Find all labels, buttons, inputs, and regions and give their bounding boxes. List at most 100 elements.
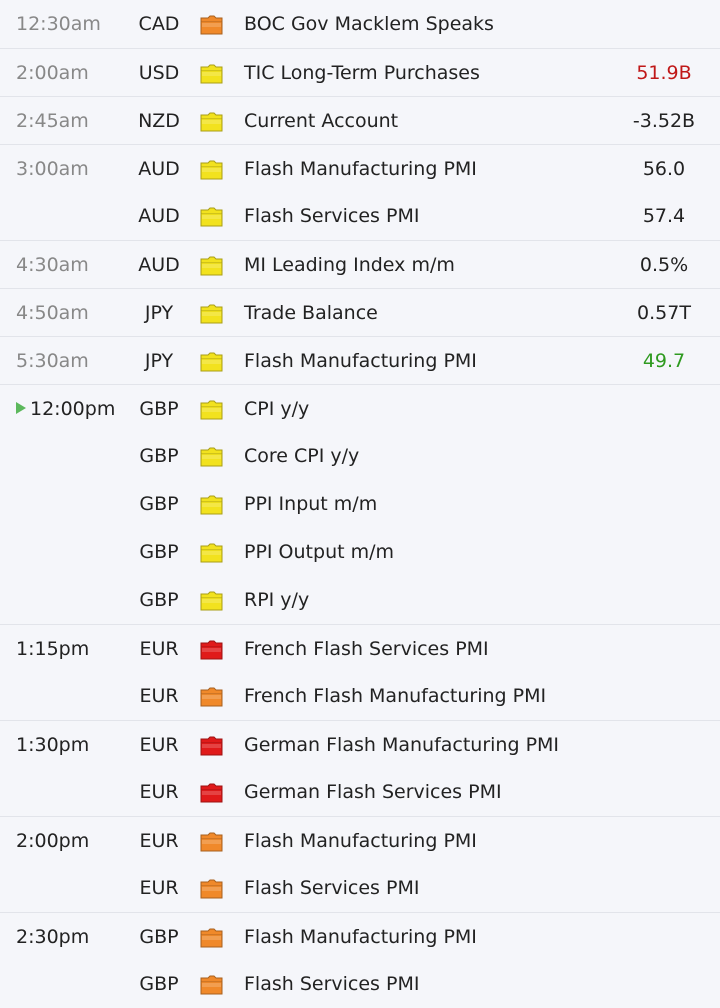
now-marker-icon (16, 402, 26, 414)
calendar-row[interactable]: AUD Flash Services PMI 57.4 (0, 192, 720, 240)
event-time: 3:00am (16, 158, 89, 180)
impact-folder-icon[interactable] (200, 15, 223, 35)
calendar-row[interactable]: GBP PPI Output m/m (0, 528, 720, 576)
impact-folder-icon[interactable] (200, 112, 223, 132)
calendar-row[interactable]: 1:15pm EUR French Flash Services PMI (0, 624, 720, 672)
event-actual (612, 625, 716, 673)
calendar-row[interactable]: EUR Flash Services PMI (0, 864, 720, 912)
event-actual: -3.52B (632, 110, 696, 132)
event-title[interactable]: Current Account (244, 110, 399, 132)
calendar-row[interactable]: 4:30am AUD MI Leading Index m/m 0.5% (0, 240, 720, 288)
calendar-row[interactable]: 5:30am JPY Flash Manufacturing PMI 49.7 (0, 336, 720, 384)
event-currency: JPY (144, 350, 174, 372)
calendar-row[interactable]: GBP Flash Services PMI (0, 960, 720, 1008)
calendar-row[interactable]: 2:30pm GBP Flash Manufacturing PMI (0, 912, 720, 960)
event-title[interactable]: MI Leading Index m/m (244, 254, 455, 276)
impact-folder-icon[interactable] (200, 832, 223, 852)
event-title[interactable]: German Flash Services PMI (244, 781, 502, 803)
impact-folder-icon[interactable] (200, 352, 223, 372)
event-currency: GBP (139, 398, 179, 420)
calendar-row[interactable]: GBP PPI Input m/m (0, 480, 720, 528)
event-actual (612, 0, 716, 48)
event-currency: GBP (139, 541, 179, 563)
calendar-row[interactable]: 2:00pm EUR Flash Manufacturing PMI (0, 816, 720, 864)
event-title[interactable]: Trade Balance (244, 302, 378, 324)
event-currency: EUR (139, 685, 179, 707)
calendar-row[interactable]: EUR French Flash Manufacturing PMI (0, 672, 720, 720)
event-title[interactable]: Flash Manufacturing PMI (244, 830, 477, 852)
event-actual (612, 480, 716, 528)
event-time: 4:30am (16, 254, 89, 276)
event-time: 2:30pm (16, 926, 90, 948)
event-currency: GBP (139, 445, 179, 467)
event-title[interactable]: Flash Services PMI (244, 205, 420, 227)
event-time: 5:30am (16, 350, 89, 372)
calendar-row[interactable]: GBP Core CPI y/y (0, 432, 720, 480)
event-currency: GBP (139, 973, 179, 995)
calendar-row[interactable]: 2:45am NZD Current Account -3.52B (0, 96, 720, 144)
impact-folder-icon[interactable] (200, 64, 223, 84)
event-title[interactable]: BOC Gov Macklem Speaks (244, 13, 494, 35)
impact-folder-icon[interactable] (200, 543, 223, 563)
event-currency: USD (138, 62, 180, 84)
event-time: 4:50am (16, 302, 89, 324)
event-actual (612, 576, 716, 624)
event-actual: 56.0 (642, 158, 686, 180)
event-title[interactable]: Flash Manufacturing PMI (244, 350, 477, 372)
impact-folder-icon[interactable] (200, 783, 223, 803)
calendar-row[interactable]: 2:00am USD TIC Long-Term Purchases 51.9B (0, 48, 720, 96)
event-time: 2:45am (16, 110, 89, 132)
event-currency: NZD (138, 110, 180, 132)
calendar-row[interactable]: 4:50am JPY Trade Balance 0.57T (0, 288, 720, 336)
event-currency: AUD (138, 205, 180, 227)
event-title[interactable]: French Flash Manufacturing PMI (244, 685, 547, 707)
event-currency: EUR (139, 877, 179, 899)
event-actual (612, 768, 716, 816)
event-title[interactable]: French Flash Services PMI (244, 638, 489, 660)
event-time-label: 12:00pm (30, 398, 116, 420)
calendar-row[interactable]: GBP RPI y/y (0, 576, 720, 624)
event-actual: 49.7 (642, 350, 686, 372)
event-actual: 51.9B (636, 62, 692, 84)
impact-folder-icon[interactable] (200, 400, 223, 420)
event-title[interactable]: PPI Input m/m (244, 493, 378, 515)
calendar-row[interactable]: EUR German Flash Services PMI (0, 768, 720, 816)
impact-folder-icon[interactable] (200, 256, 223, 276)
event-currency: CAD (138, 13, 180, 35)
impact-folder-icon[interactable] (200, 879, 223, 899)
event-title[interactable]: CPI y/y (244, 398, 310, 420)
impact-folder-icon[interactable] (200, 495, 223, 515)
impact-folder-icon[interactable] (200, 687, 223, 707)
event-currency: GBP (139, 926, 179, 948)
impact-folder-icon[interactable] (200, 736, 223, 756)
impact-folder-icon[interactable] (200, 207, 223, 227)
calendar-row[interactable]: 12:30am CAD BOC Gov Macklem Speaks (0, 0, 720, 48)
event-time: 12:00pm (16, 385, 115, 433)
impact-folder-icon[interactable] (200, 640, 223, 660)
calendar-row[interactable]: 12:00pm GBP CPI y/y (0, 384, 720, 432)
event-title[interactable]: PPI Output m/m (244, 541, 395, 563)
event-actual (612, 960, 716, 1008)
calendar-row[interactable]: 1:30pm EUR German Flash Manufacturing PM… (0, 720, 720, 768)
impact-folder-icon[interactable] (200, 160, 223, 180)
calendar-row[interactable]: 3:00am AUD Flash Manufacturing PMI 56.0 (0, 144, 720, 192)
impact-folder-icon[interactable] (200, 591, 223, 611)
event-title[interactable]: Flash Manufacturing PMI (244, 926, 477, 948)
event-title[interactable]: Flash Manufacturing PMI (244, 158, 477, 180)
event-time: 1:15pm (16, 638, 90, 660)
event-title[interactable]: Flash Services PMI (244, 877, 420, 899)
impact-folder-icon[interactable] (200, 447, 223, 467)
event-actual (612, 385, 716, 433)
event-currency: EUR (139, 781, 179, 803)
event-title[interactable]: TIC Long-Term Purchases (244, 62, 480, 84)
event-title[interactable]: RPI y/y (244, 589, 310, 611)
impact-folder-icon[interactable] (200, 975, 223, 995)
event-currency: GBP (139, 493, 179, 515)
event-title[interactable]: German Flash Manufacturing PMI (244, 734, 560, 756)
impact-folder-icon[interactable] (200, 928, 223, 948)
impact-folder-icon[interactable] (200, 304, 223, 324)
event-title[interactable]: Flash Services PMI (244, 973, 420, 995)
event-currency: EUR (139, 638, 179, 660)
event-title[interactable]: Core CPI y/y (244, 445, 360, 467)
event-time: 1:30pm (16, 734, 90, 756)
